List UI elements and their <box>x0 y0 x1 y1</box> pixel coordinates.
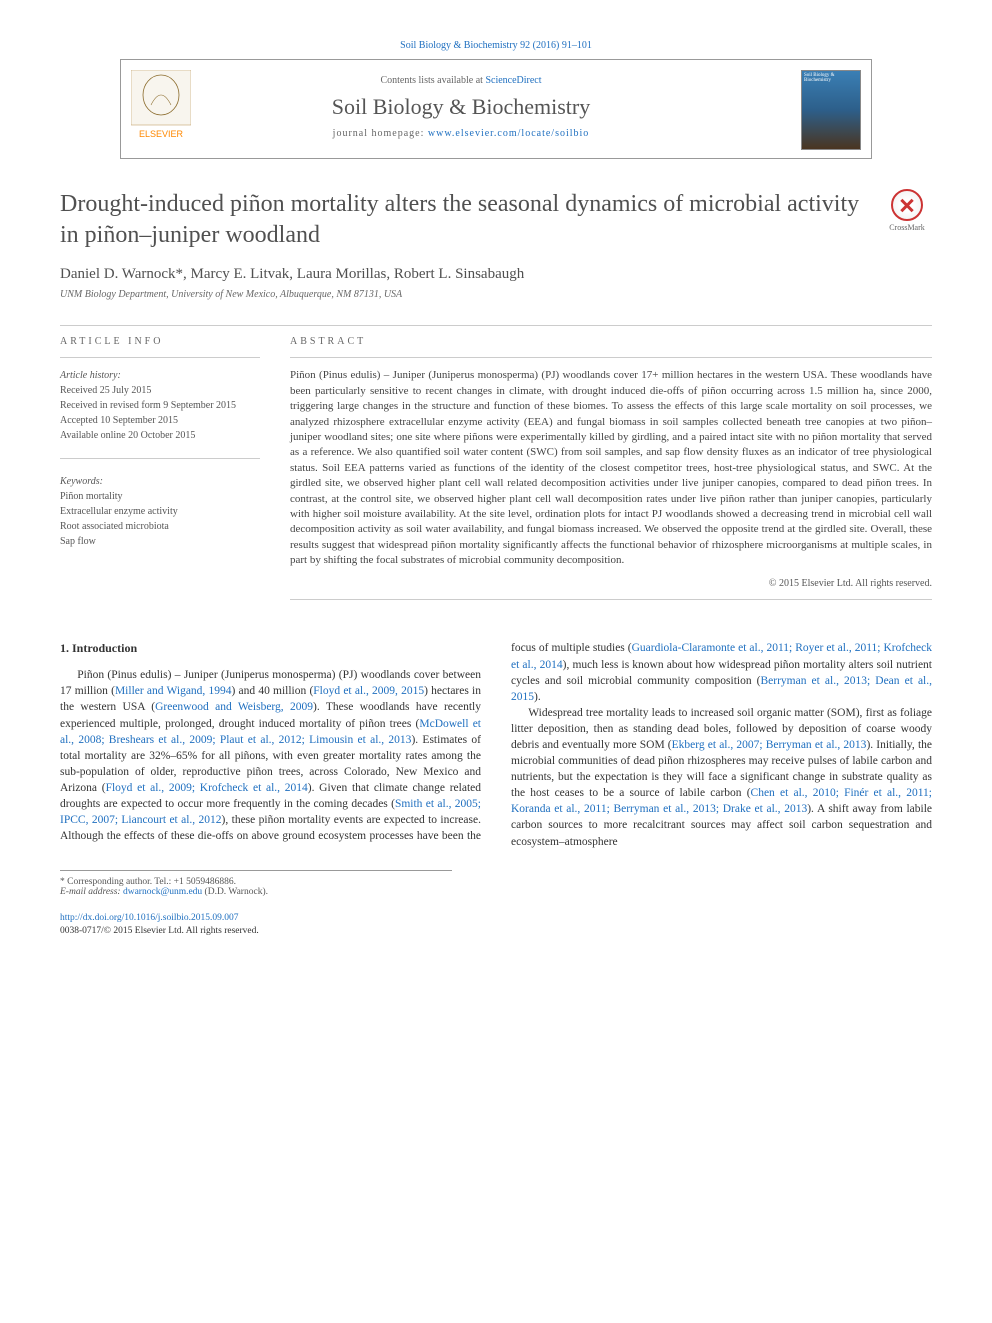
body-text-columns: 1. Introduction Piñon (Pinus edulis) – J… <box>60 640 932 849</box>
svg-text:ELSEVIER: ELSEVIER <box>139 129 184 139</box>
received-date: Received 25 July 2015 <box>60 383 260 398</box>
crossmark-label: CrossMark <box>882 223 932 232</box>
journal-name: Soil Biology & Biochemistry <box>131 94 791 120</box>
homepage-label: journal homepage: <box>333 128 428 139</box>
email-suffix: (D.D. Warnock). <box>202 887 268 897</box>
citation-link[interactable]: Ekberg et al., 2007; Berryman et al., 20… <box>672 739 867 751</box>
citation-link[interactable]: Floyd et al., 2009; Krofcheck et al., 20… <box>106 782 308 794</box>
abstract-text: Piñon (Pinus edulis) – Juniper (Juniperu… <box>290 368 932 568</box>
page-container: Soil Biology & Biochemistry 92 (2016) 91… <box>0 0 992 978</box>
body-text: ). <box>534 691 541 703</box>
corresponding-author: * Corresponding author. Tel.: +1 5059486… <box>60 877 452 887</box>
email-line: E-mail address: dwarnock@unm.edu (D.D. W… <box>60 887 452 897</box>
divider <box>290 599 932 600</box>
keyword: Extracellular enzyme activity <box>60 504 260 519</box>
citation-link[interactable]: Miller and Wigand, 1994 <box>115 685 232 697</box>
abstract-copyright: © 2015 Elsevier Ltd. All rights reserved… <box>290 578 932 589</box>
contents-available-line: Contents lists available at ScienceDirec… <box>131 75 791 86</box>
email-label: E-mail address: <box>60 887 123 897</box>
body-text: ), <box>222 814 232 826</box>
email-link[interactable]: dwarnock@unm.edu <box>123 887 202 897</box>
journal-cover-thumbnail: Soil Biology & Biochemistry <box>801 70 861 150</box>
affiliation-line: UNM Biology Department, University of Ne… <box>60 289 932 300</box>
section-1-title: 1. Introduction <box>60 640 481 657</box>
keywords-block: Keywords: Piñon mortality Extracellular … <box>60 474 260 549</box>
info-abstract-row: ARTICLE INFO Article history: Received 2… <box>60 336 932 610</box>
sciencedirect-link[interactable]: ScienceDirect <box>485 75 541 86</box>
issn-copyright: 0038-0717/© 2015 Elsevier Ltd. All right… <box>60 925 932 938</box>
crossmark-icon <box>891 189 923 221</box>
journal-homepage-line: journal homepage: www.elsevier.com/locat… <box>131 128 791 139</box>
divider <box>60 357 260 358</box>
article-info-header: ARTICLE INFO <box>60 336 260 347</box>
body-text: ) and 40 million ( <box>232 685 314 697</box>
doi-link[interactable]: http://dx.doi.org/10.1016/j.soilbio.2015… <box>60 912 932 925</box>
divider <box>60 458 260 459</box>
accepted-date: Accepted 10 September 2015 <box>60 413 260 428</box>
journal-masthead-box: ELSEVIER Soil Biology & Biochemistry Con… <box>120 59 872 159</box>
keywords-label: Keywords: <box>60 474 260 489</box>
article-title: Drought-induced piñon mortality alters t… <box>60 189 862 251</box>
article-info-column: ARTICLE INFO Article history: Received 2… <box>60 336 260 610</box>
keyword: Piñon mortality <box>60 489 260 504</box>
citation-link[interactable]: Floyd et al., 2009, 2015 <box>313 685 424 697</box>
authors-line: Daniel D. Warnock*, Marcy E. Litvak, Lau… <box>60 266 932 283</box>
keyword: Sap flow <box>60 534 260 549</box>
revised-date: Received in revised form 9 September 201… <box>60 398 260 413</box>
divider <box>60 325 932 326</box>
title-row: Drought-induced piñon mortality alters t… <box>60 189 932 251</box>
footnote-block: * Corresponding author. Tel.: +1 5059486… <box>60 870 452 897</box>
citation-link[interactable]: Greenwood and Weisberg, 2009 <box>155 701 313 713</box>
citation-header: Soil Biology & Biochemistry 92 (2016) 91… <box>60 40 932 51</box>
history-label: Article history: <box>60 368 260 383</box>
article-history: Article history: Received 25 July 2015 R… <box>60 368 260 443</box>
page-footer: http://dx.doi.org/10.1016/j.soilbio.2015… <box>60 912 932 939</box>
contents-available-text: Contents lists available at <box>380 75 485 86</box>
crossmark-badge[interactable]: CrossMark <box>882 189 932 232</box>
homepage-link[interactable]: www.elsevier.com/locate/soilbio <box>428 128 589 139</box>
keyword: Root associated microbiota <box>60 519 260 534</box>
elsevier-logo-icon: ELSEVIER <box>131 70 191 140</box>
online-date: Available online 20 October 2015 <box>60 428 260 443</box>
cover-text: Soil Biology & Biochemistry <box>802 71 860 85</box>
body-paragraph: Widespread tree mortality leads to incre… <box>511 705 932 850</box>
abstract-header: ABSTRACT <box>290 336 932 347</box>
divider <box>290 357 932 358</box>
abstract-column: ABSTRACT Piñon (Pinus edulis) – Juniper … <box>290 336 932 610</box>
